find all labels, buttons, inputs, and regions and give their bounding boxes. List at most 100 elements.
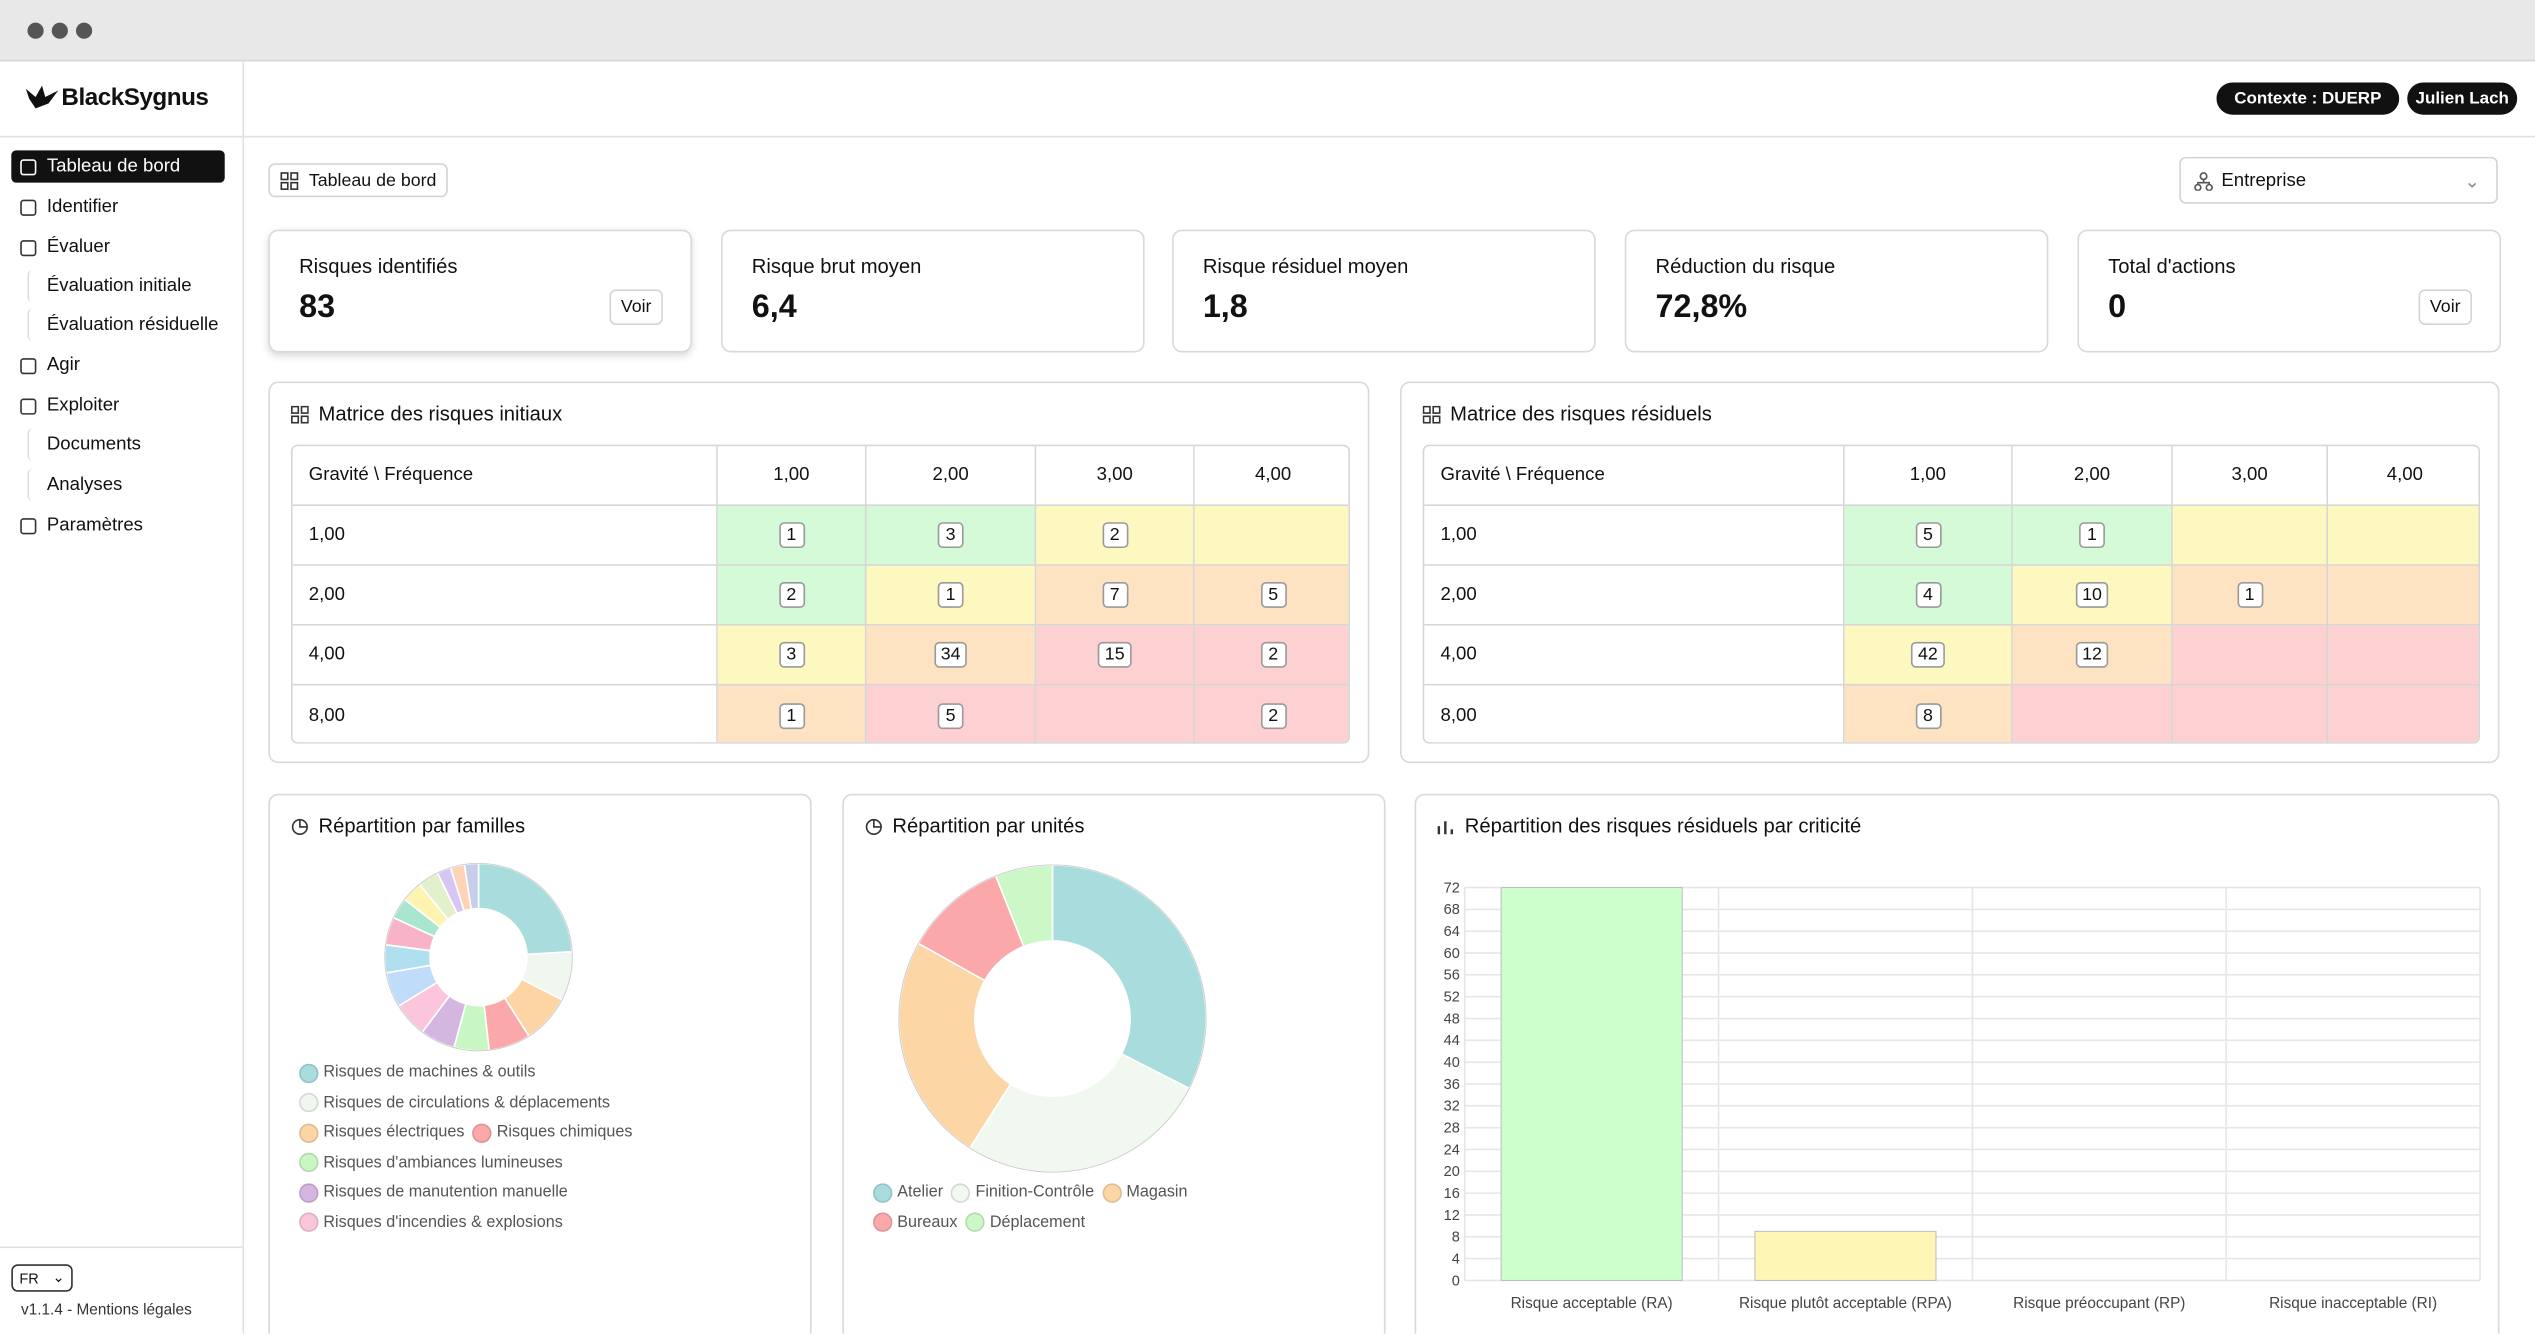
footer[interactable]: v1.1.4 - Mentions légales <box>21 1301 192 1320</box>
matrix-cell: 3,00 <box>1036 446 1195 507</box>
filter: Entreprise <box>2221 170 2307 190</box>
donut-slice <box>463 862 480 911</box>
nav-item[interactable]: Évaluer <box>11 231 224 263</box>
icon-cell <box>1432 405 1441 414</box>
chart-panel: Répartition par unités Atelier Finition-Co… <box>842 793 1386 1334</box>
matrix-badge: 2 <box>1260 641 1287 668</box>
chart-panel: Répartition par familles Risques de machi… <box>268 793 812 1334</box>
sidebar: BlackSygnus Tableau de bord Identifier Éva… <box>0 61 245 1334</box>
donut-slice <box>898 942 1012 1150</box>
matrix-badge: 1 <box>2236 582 2263 608</box>
donut-slice <box>994 864 1054 948</box>
matrix-badge: 3 <box>937 522 964 549</box>
matrix-cell: 10 <box>2012 565 2173 626</box>
icon-pie <box>291 818 308 836</box>
y-tick-label: 40 <box>1444 1055 1460 1071</box>
matrix-cell: 7 <box>1036 565 1195 626</box>
chart-panel: Répartition des risques résiduels par cr… <box>1414 793 2500 1334</box>
matrix-cell: 12 <box>2012 625 2173 686</box>
legend-item: Risques de manutention manuelle <box>299 1179 568 1206</box>
matrix-cell: 42 <box>1844 625 2013 686</box>
matrix-panel: Matrice des risques résiduels Gravité \ F… <box>1400 381 2500 764</box>
matrix-badge: 10 <box>2075 582 2109 608</box>
matrix-cell <box>2172 685 2329 743</box>
nav-item[interactable]: Exploiter <box>11 390 224 422</box>
matrix-cell: 2 <box>1036 506 1195 566</box>
donut-slice <box>397 981 451 1034</box>
language-select[interactable]: FR ⌄ <box>11 1264 73 1292</box>
nav-item[interactable]: Paramètres <box>11 509 224 541</box>
legend-label: Risques d'incendies & explosions <box>323 1213 563 1232</box>
icon-pie <box>865 818 882 836</box>
nav-item[interactable]: Évaluation initiale <box>27 269 224 303</box>
kpi-card: Risque résiduel moyen 1,8 <box>1172 229 1596 353</box>
kpi-card: Total d'actions 0 Voir <box>2077 229 2502 353</box>
kpi-card: Réduction du risque 72,8% <box>1624 229 2049 353</box>
nav-item[interactable]: Identifier <box>11 191 224 223</box>
matrix-title: Matrice des risques résiduels <box>1450 402 1712 426</box>
nav-icon <box>20 517 37 534</box>
chart <box>898 864 1207 1173</box>
legend-label: Bureaux <box>897 1213 958 1232</box>
kpi-value: 72,8% <box>1655 289 1748 325</box>
legend-item: Finition-Contrôle <box>951 1179 1094 1206</box>
matrix-cell: 4,00 <box>1194 446 1349 507</box>
y-tick-label: 8 <box>1452 1230 1460 1246</box>
matrix-badge: 7 <box>1101 582 1128 608</box>
nav-icon-shape <box>20 239 37 256</box>
kpi-button[interactable]: Voir <box>2418 289 2472 325</box>
kpi-value: 6,4 <box>751 289 797 325</box>
org-icon <box>2194 171 2213 190</box>
nav-item[interactable]: Évaluation résiduelle <box>27 308 224 342</box>
legend-item: Risques de machines & outils <box>299 1059 535 1086</box>
matrix-cell: 1 <box>2172 565 2329 626</box>
matrix-cell: 2,00 <box>866 446 1037 507</box>
matrix-cell: 1 <box>2012 506 2173 566</box>
y-tick-label: 64 <box>1444 924 1460 940</box>
legend-swatch <box>299 1212 319 1232</box>
legend-item: Atelier <box>873 1179 943 1206</box>
matrix-cell: 1,00 <box>1844 446 2013 507</box>
kpi-button[interactable]: Voir <box>609 289 663 325</box>
legend-label: Déplacement <box>989 1213 1086 1232</box>
legend: Risques de machines & outils Risques de c… <box>299 1059 671 1238</box>
kpi-value: 0 <box>2108 289 2127 325</box>
nav-item[interactable]: Documents <box>27 428 224 461</box>
nav-item[interactable]: Tableau de bord <box>11 150 225 183</box>
matrix-cell: 5 <box>866 685 1037 743</box>
matrix-badge: 1 <box>937 582 964 608</box>
icon-cell <box>291 405 300 414</box>
matrix-cell <box>2328 685 2479 743</box>
matrix-cell: 1,00 <box>1424 506 1845 566</box>
matrix-badge: 1 <box>778 522 805 549</box>
matrix-cell: Gravité \ Fréquence <box>1424 446 1845 507</box>
icon-pie-cut <box>873 819 882 828</box>
matrix-cell <box>1036 685 1195 743</box>
matrix-title: Matrice des risques initiaux <box>318 402 563 426</box>
x-tick-label: Risque inacceptable (RI) <box>2269 1295 2437 1312</box>
breadcrumb[interactable]: Tableau de bord <box>268 163 448 198</box>
user-button[interactable]: Julien Lach <box>2407 82 2518 115</box>
legend-swatch <box>873 1212 893 1232</box>
donut-slice <box>452 1002 491 1052</box>
kpi-value: 83 <box>299 289 336 325</box>
filter-select[interactable]: Entreprise ⌄ <box>2179 156 2498 204</box>
nav-item[interactable]: Analyses <box>27 468 224 502</box>
matrix-cell: 4,00 <box>1424 625 1845 686</box>
context-button[interactable]: Contexte : DUERP <box>2216 82 2400 115</box>
donut-slice <box>968 1052 1191 1173</box>
legend: Atelier Finition-Contrôle Magasin Bureaux Dé… <box>873 1179 1245 1244</box>
matrix-cell: 2,00 <box>1424 565 1845 626</box>
kpi-card: Risques identifiés 83 Voir <box>268 229 692 353</box>
matrix-cell <box>2328 625 2479 686</box>
matrix-cell: 8,00 <box>1424 685 1845 743</box>
nav-item[interactable]: Agir <box>11 349 224 381</box>
legend-swatch <box>299 1092 319 1113</box>
legend-label: Finition-Contrôle <box>975 1183 1095 1202</box>
user: Julien Lach <box>2415 88 2509 109</box>
nav-label: Paramètres <box>46 515 143 536</box>
matrix-cell: 1 <box>717 506 867 566</box>
matrix-cell <box>2172 625 2329 686</box>
chart: 04812162024283236404448525660646872Risqu… <box>1444 880 2481 1312</box>
matrix-cell: 3 <box>717 625 867 686</box>
